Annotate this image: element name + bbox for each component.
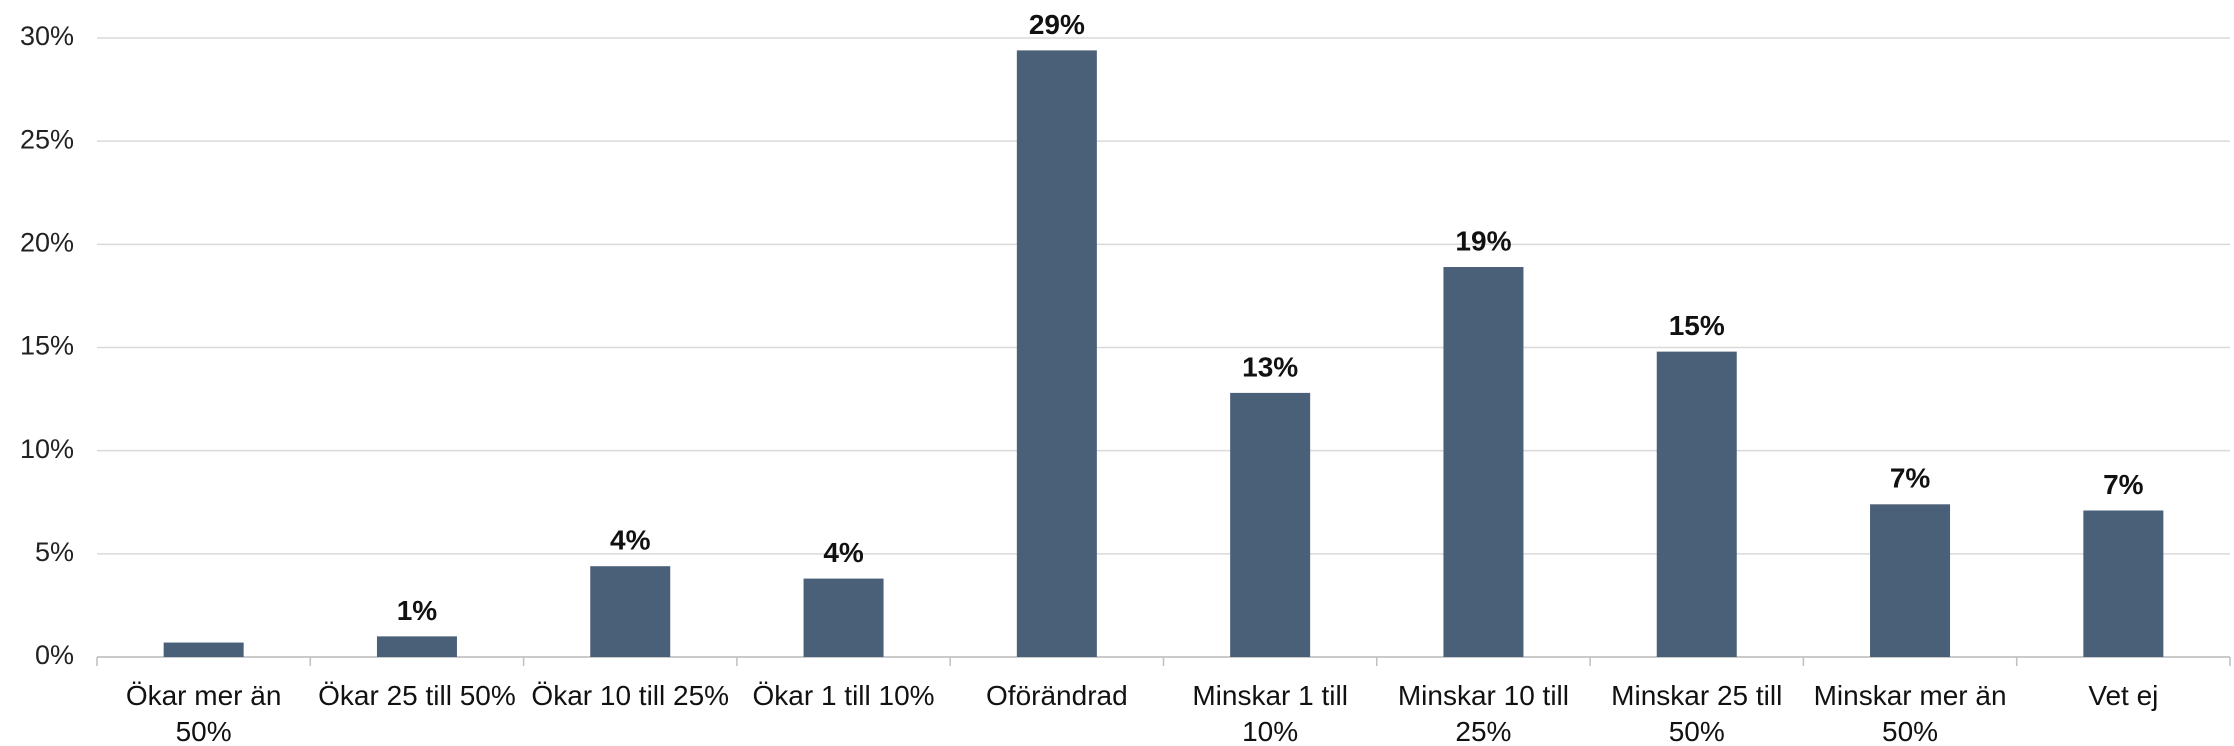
bar	[376, 636, 457, 657]
value-label: 19%	[1455, 225, 1511, 256]
bar	[590, 566, 671, 657]
bar	[1656, 351, 1737, 657]
x-tick-label: Minskar 25 till 50%	[1611, 680, 1783, 746]
value-label: 4%	[823, 537, 864, 568]
y-tick-label: 10%	[20, 434, 74, 464]
x-tick-label: Minskar 10 till 25%	[1397, 680, 1570, 746]
y-tick-label: 15%	[20, 331, 74, 361]
value-label: 7%	[1890, 463, 1931, 494]
value-label: 4%	[610, 525, 651, 556]
x-tick-label: Vet ej	[2088, 680, 2159, 711]
x-tick-label: Oförändrad	[986, 680, 1128, 711]
value-label: 13%	[1242, 351, 1298, 382]
x-tick-label: Minskar 1 till 10%	[1192, 680, 1348, 746]
bar	[803, 578, 884, 657]
y-tick-label: 30%	[20, 21, 74, 51]
y-tick-label: 20%	[20, 227, 74, 257]
bar	[1870, 504, 1951, 657]
x-tick-label: Ökar 1 till 10%	[752, 680, 935, 711]
bar	[1230, 392, 1311, 657]
x-tick-label: Ökar 25 till 50%	[318, 680, 516, 711]
value-label: 1%	[397, 595, 438, 626]
bar	[1016, 50, 1097, 657]
bar	[1443, 267, 1524, 657]
x-tick-label: Minskar mer än 50%	[1813, 680, 2007, 746]
x-tick-label: Ökar mer än 50%	[125, 680, 282, 746]
y-tick-label: 25%	[20, 124, 74, 154]
y-tick-label: 5%	[35, 537, 74, 567]
bar	[2083, 510, 2164, 657]
value-label: 15%	[1669, 310, 1725, 341]
value-label: 7%	[2103, 469, 2144, 500]
value-label: 29%	[1029, 9, 1085, 40]
y-tick-label: 0%	[35, 640, 74, 670]
x-tick-label: Ökar 10 till 25%	[531, 680, 730, 711]
bar	[163, 642, 244, 657]
